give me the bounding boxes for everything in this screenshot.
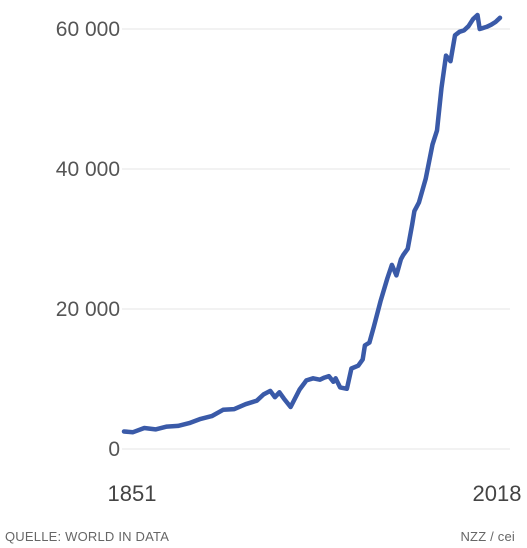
x-tick-label: 1851 xyxy=(108,481,157,506)
gridlines xyxy=(122,28,510,450)
y-tick-label: 60 000 xyxy=(56,18,120,41)
y-tick-label: 20 000 xyxy=(56,298,120,321)
x-tick-label: 2018 xyxy=(473,481,522,506)
source-note: QUELLE: WORLD IN DATA xyxy=(5,529,170,544)
y-tick-label: 40 000 xyxy=(56,158,120,181)
series-line xyxy=(121,12,503,435)
x-axis-tick-labels: 1851 2018 xyxy=(108,481,522,506)
credit-note: NZZ / cei xyxy=(460,529,515,544)
y-axis-tick-labels: 0 20 000 40 000 60 000 xyxy=(56,18,120,461)
y-tick-label: 0 xyxy=(108,438,120,461)
